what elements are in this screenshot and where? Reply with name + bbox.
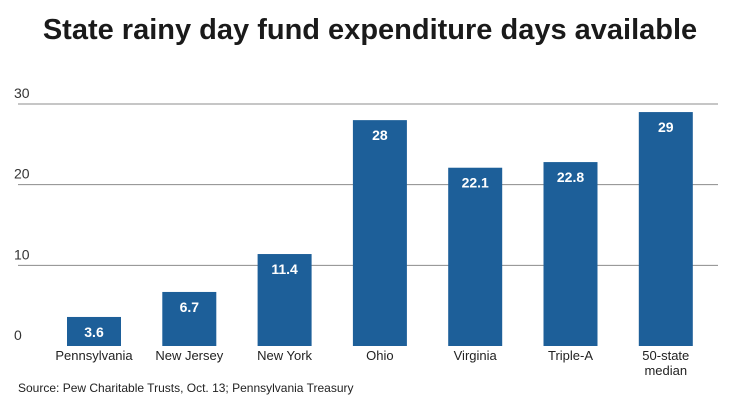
x-tick-label: Pennsylvania (55, 348, 133, 363)
x-tick-label: median (644, 363, 687, 378)
x-tick-label: 50-state (642, 348, 689, 363)
bar (448, 167, 503, 346)
y-tick-label: 0 (14, 327, 22, 343)
bar-value-label: 22.1 (462, 175, 489, 191)
bar-value-label: 6.7 (180, 299, 200, 315)
bar (67, 316, 121, 346)
bar-value-label: 22.8 (557, 169, 584, 185)
chart-title: State rainy day fund expenditure days av… (42, 14, 698, 46)
bar-value-label: 11.4 (271, 261, 298, 277)
x-tick-label: Triple-A (548, 348, 593, 363)
bar-value-label: 29 (658, 119, 674, 135)
y-tick-label: 20 (14, 166, 30, 182)
bar-value-label: 28 (372, 127, 388, 143)
bar (638, 112, 693, 346)
x-tick-label: New Jersey (155, 348, 223, 363)
x-tick-label: New York (257, 348, 312, 363)
bars: 3.6 6.7 11.4 28 22.1 22.8 29 (67, 112, 693, 346)
x-axis-ticks: Pennsylvania New Jersey New York Ohio Virgin… (55, 348, 689, 378)
bar (257, 254, 312, 346)
bar (352, 120, 407, 346)
y-tick-label: 10 (14, 246, 30, 262)
y-tick-label: 30 (14, 85, 30, 101)
source-note: Source: Pew Charitable Trusts, Oct. 13; … (18, 381, 354, 395)
bar-value-label: 3.6 (84, 324, 104, 340)
bar (543, 162, 598, 346)
x-tick-label: Virginia (454, 348, 498, 363)
y-axis-ticks: 0 10 20 30 (14, 85, 30, 343)
x-tick-label: Ohio (366, 348, 393, 363)
bar (162, 291, 217, 346)
